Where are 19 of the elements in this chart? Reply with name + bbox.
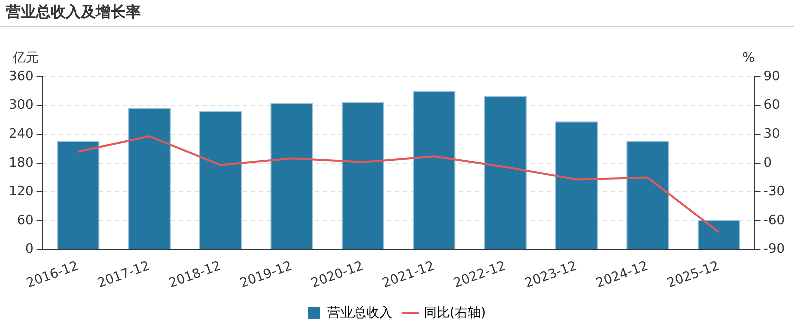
y2-tick-label: 0 [764,156,772,171]
y2-tick-label: -60 [764,213,785,228]
y-tick-label: 60 [17,213,34,228]
y2-tick-label: -90 [764,242,785,258]
y-axis-title: 亿元 [12,50,39,66]
y-tick-label: 0 [26,242,34,258]
y2-axis-title: % [742,50,755,66]
y2-tick-label: 60 [764,98,780,114]
y-tick-label: 120 [8,184,34,200]
y2-tick-label: -30 [764,184,785,200]
chart-title: 营业总收入及增长率 [0,0,794,27]
y-tick-label: 300 [8,98,34,114]
y-tick-label: 360 [8,69,34,84]
legend-label: 营业总收入 [327,306,392,321]
y2-tick-label: 90 [764,69,780,84]
y2-tick-label: 30 [764,126,780,142]
y-tick-label: 240 [8,126,34,142]
y-tick-label: 180 [8,156,34,171]
legend-label: 同比(右轴) [424,306,486,321]
